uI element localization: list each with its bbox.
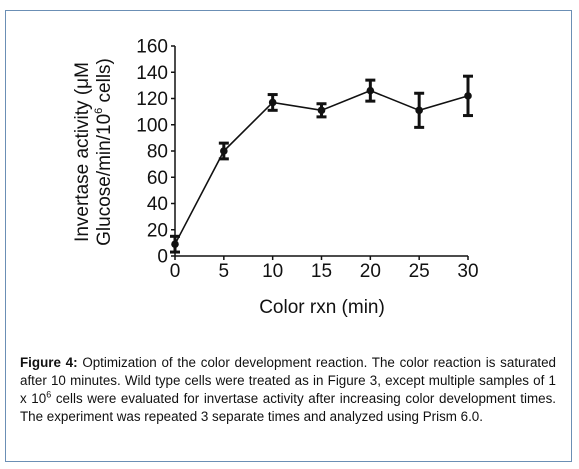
- y-axis-label-line2: Glucose/min/106 cells): [93, 58, 115, 246]
- data-point: [366, 86, 375, 95]
- y-tick-label: 120: [136, 89, 168, 110]
- x-tick-label: 10: [262, 261, 283, 282]
- y-tick-label: 20: [147, 220, 168, 241]
- caption-text-end: cells were evaluated for invertase activ…: [20, 391, 557, 424]
- y-tick-label: 100: [136, 115, 168, 136]
- x-tick-label: 15: [311, 261, 332, 282]
- x-tick-label: 25: [409, 261, 430, 282]
- y-axis-label-line1: Invertase activity (μM: [72, 62, 93, 242]
- y-tick-label: 60: [147, 168, 168, 189]
- data-point: [171, 240, 179, 248]
- figure-caption: Figure 4: Optimization of the color deve…: [20, 354, 556, 426]
- chart-axes: [174, 46, 468, 257]
- y-axis-label-exponent: 6: [93, 108, 105, 114]
- data-point: [268, 98, 277, 107]
- y-axis-label-suffix: cells): [94, 58, 115, 108]
- caption-text: Optimization of the color development re…: [20, 355, 557, 406]
- data-point: [415, 106, 423, 115]
- data-point: [464, 92, 472, 100]
- y-tick-label: 140: [136, 63, 168, 84]
- y-tick-label: 160: [136, 37, 168, 58]
- x-tick-label: 0: [170, 261, 181, 282]
- figure-frame: [5, 10, 572, 462]
- caption-exponent: 6: [46, 389, 52, 400]
- chart-series: [170, 74, 473, 254]
- x-tick-label: 20: [360, 261, 381, 282]
- x-tick-label: 5: [219, 261, 230, 282]
- y-tick-label: 40: [147, 194, 168, 215]
- y-tick-label: 80: [147, 142, 168, 163]
- x-axis-label: Color rxn (min): [259, 297, 385, 318]
- data-point: [220, 147, 228, 155]
- caption-label: Figure 4:: [20, 355, 78, 370]
- x-tick-label: 30: [457, 261, 478, 282]
- data-point: [317, 106, 326, 115]
- y-tick-label: 0: [157, 247, 168, 268]
- y-axis-label-prefix: Glucose/min/10: [94, 114, 115, 246]
